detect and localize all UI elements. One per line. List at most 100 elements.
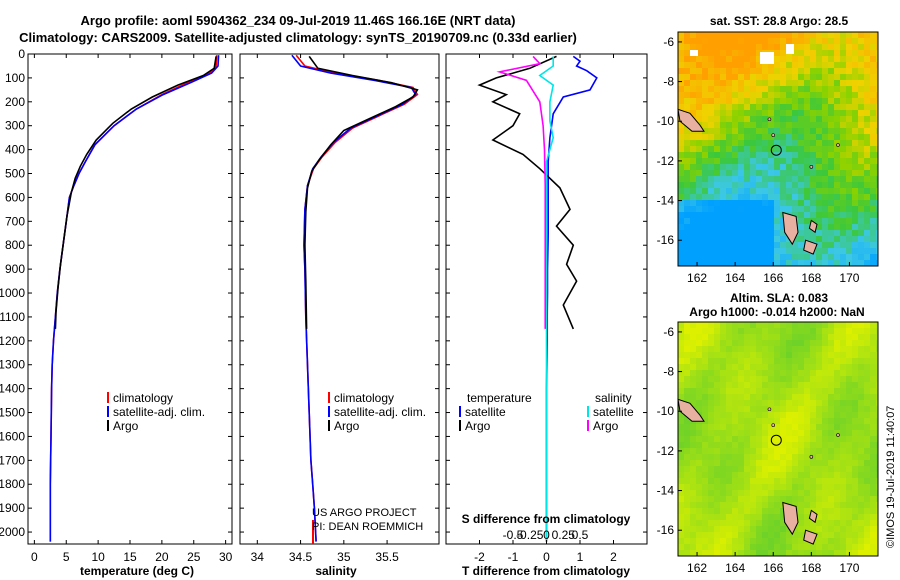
map-pixel [732, 98, 738, 104]
map-pixel [840, 158, 846, 164]
map-pixel [876, 532, 878, 538]
x2-tick-label: -0.25 [516, 528, 544, 542]
map-pixel [684, 212, 690, 218]
map-pixel [690, 388, 696, 394]
map-pixel [828, 248, 834, 254]
map-pixel [846, 544, 852, 550]
map-pixel [678, 376, 684, 382]
map-pixel [756, 358, 762, 364]
map-pixel [834, 242, 840, 248]
map-pixel [768, 466, 774, 472]
map-pixel [810, 158, 816, 164]
map-x-tick-label: 166 [763, 561, 783, 575]
map-pixel [828, 538, 834, 544]
map-pixel [852, 412, 858, 418]
map-pixel [780, 430, 786, 436]
map-pixel [870, 478, 876, 484]
map-pixel [690, 514, 696, 520]
map-pixel [702, 328, 708, 334]
depth-tick-label: 600 [5, 190, 25, 204]
map-pixel [708, 358, 714, 364]
map-pixel [804, 346, 810, 352]
map-pixel [780, 56, 786, 62]
map-pixel [708, 532, 714, 538]
map-pixel [834, 334, 840, 340]
map-pixel [792, 400, 798, 406]
map-pixel [678, 520, 684, 526]
map-pixel [864, 328, 870, 334]
map-pixel [732, 128, 738, 134]
map-pixel [786, 164, 792, 170]
map-pixel [696, 164, 702, 170]
map-pixel [834, 80, 840, 86]
map-pixel [834, 194, 840, 200]
map-pixel [708, 218, 714, 224]
map-pixel [786, 104, 792, 110]
map-pixel [804, 406, 810, 412]
map-pixel [780, 424, 786, 430]
map-pixel [846, 152, 852, 158]
map-pixel [708, 520, 714, 526]
map-pixel [804, 490, 810, 496]
map-pixel [828, 74, 834, 80]
map-pixel [876, 122, 878, 128]
map-pixel [846, 200, 852, 206]
map-pixel [744, 478, 750, 484]
map-pixel [870, 322, 876, 328]
map-pixel [834, 206, 840, 212]
map-pixel [696, 430, 702, 436]
map-pixel [774, 212, 780, 218]
map-pixel [684, 370, 690, 376]
map-pixel [876, 224, 878, 230]
map-pixel [804, 176, 810, 182]
map-pixel [780, 352, 786, 358]
map-pixel [738, 490, 744, 496]
map-pixel [798, 430, 804, 436]
map-pixel [720, 140, 726, 146]
map-pixel [816, 170, 822, 176]
map-pixel [708, 466, 714, 472]
map-pixel [858, 86, 864, 92]
map-pixel [804, 116, 810, 122]
map-pixel [756, 424, 762, 430]
map-pixel [768, 260, 774, 266]
map-pixel [774, 176, 780, 182]
map-pixel [870, 32, 876, 38]
map-pixel [690, 454, 696, 460]
map-pixel [846, 164, 852, 170]
map-pixel [816, 508, 822, 514]
map-pixel [726, 484, 732, 490]
map-pixel [762, 376, 768, 382]
map-pixel [792, 176, 798, 182]
map-pixel [708, 472, 714, 478]
map-pixel [714, 116, 720, 122]
map-pixel [846, 400, 852, 406]
map-pixel [744, 248, 750, 254]
map-pixel [756, 32, 762, 38]
map-pixel [858, 224, 864, 230]
map-pixel [786, 436, 792, 442]
map-pixel [840, 236, 846, 242]
map-pixel [804, 164, 810, 170]
map-pixel [858, 80, 864, 86]
map-pixel [834, 424, 840, 430]
map-pixel [750, 328, 756, 334]
map-pixel [762, 260, 768, 266]
map-pixel [720, 424, 726, 430]
map-pixel [840, 460, 846, 466]
map-0-frame [677, 31, 879, 267]
map-pixel [768, 140, 774, 146]
map-pixel [756, 38, 762, 44]
depth-tick-label: 2000 [0, 525, 25, 539]
map-pixel [762, 110, 768, 116]
map-pixel [714, 382, 720, 388]
map-pixel [804, 62, 810, 68]
map-pixel [786, 490, 792, 496]
map-pixel [858, 400, 864, 406]
map-pixel [738, 176, 744, 182]
map-pixel [822, 104, 828, 110]
map-pixel [870, 544, 876, 550]
map-pixel [780, 484, 786, 490]
map-pixel [858, 550, 864, 556]
map-pixel [738, 236, 744, 242]
